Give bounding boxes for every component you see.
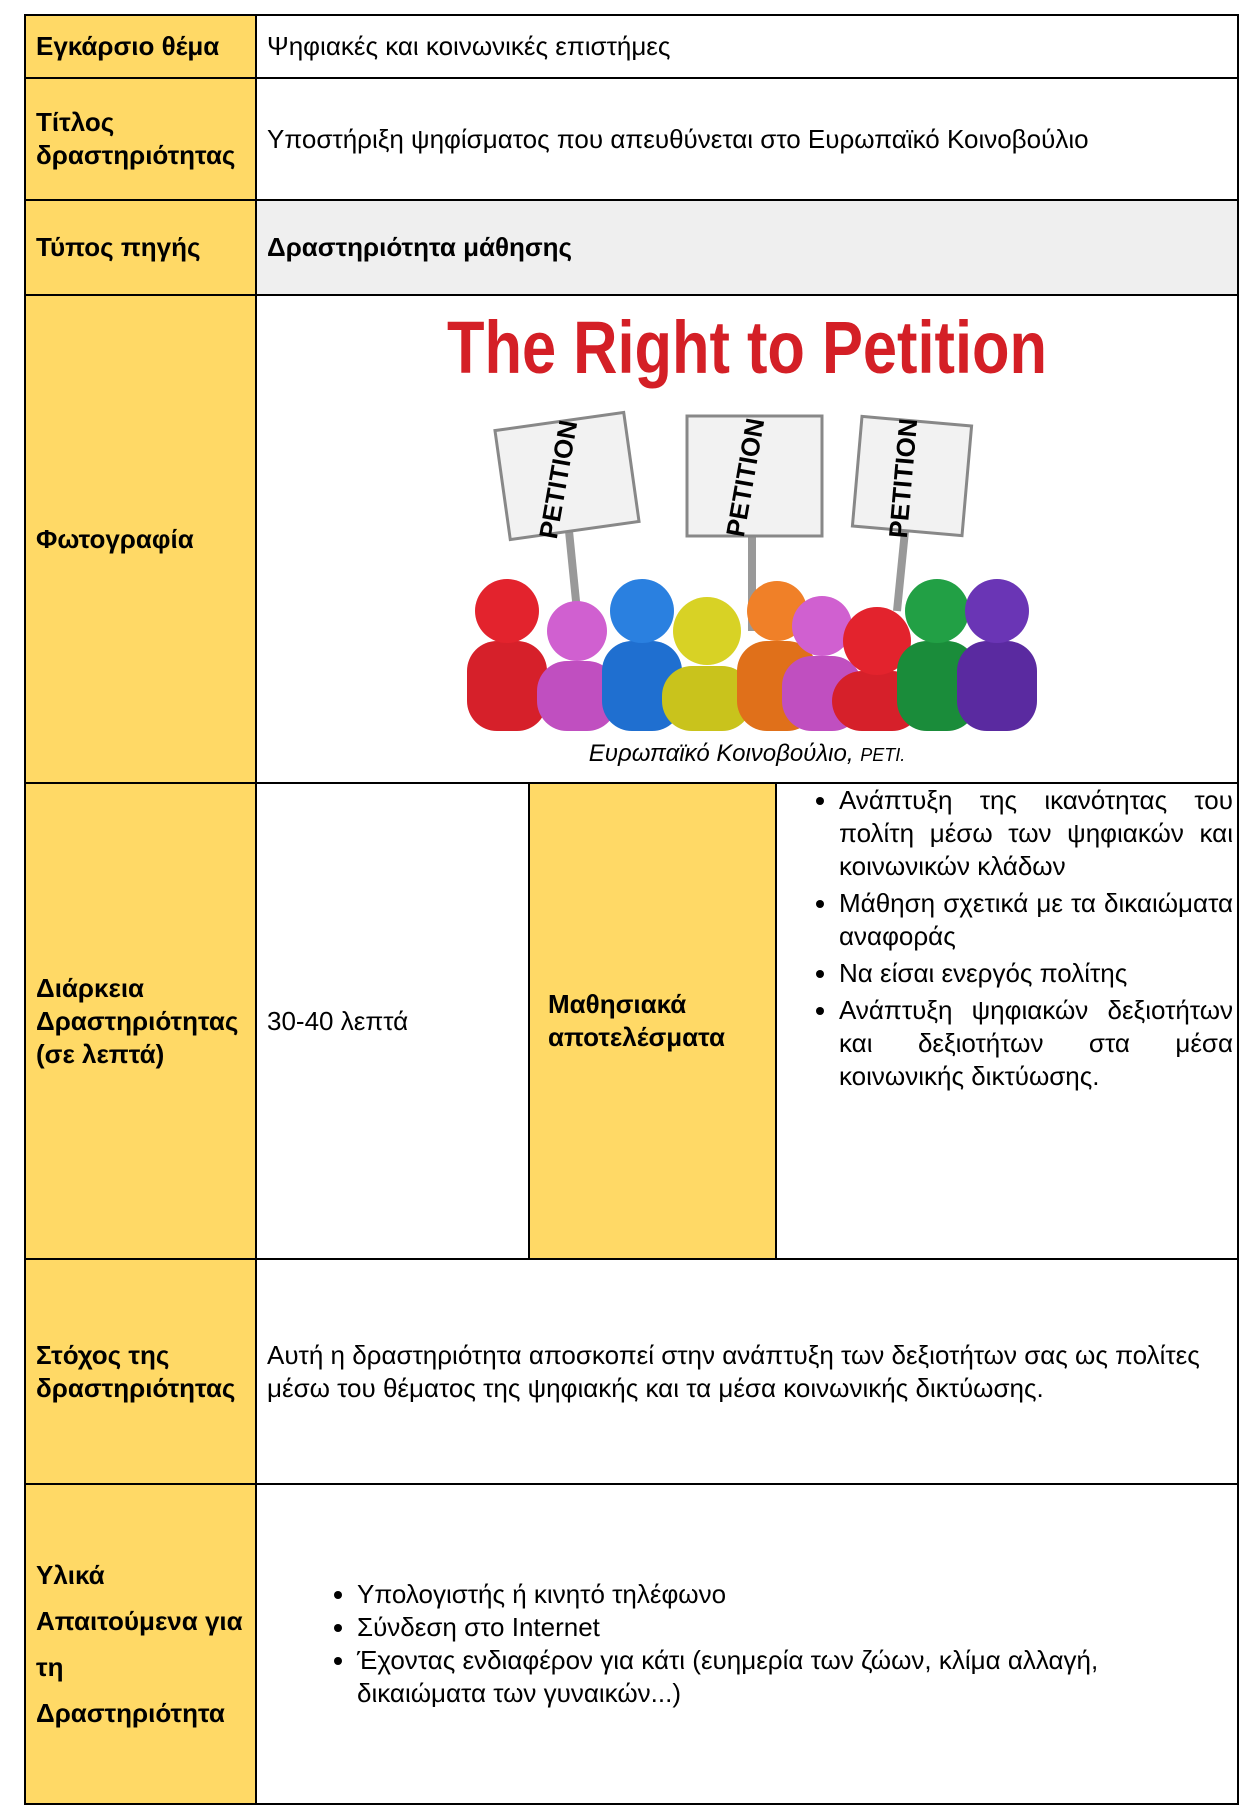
- list-item: Ανάπτυξη της ικανότητας του πολίτη μέσω …: [839, 785, 1233, 883]
- row: Στόχος της δραστηριότητας Αυτή η δραστηρ…: [24, 1258, 1239, 1485]
- row: Φωτογραφία The Right to Petition PETITIO…: [24, 294, 1239, 784]
- materials-cell: Υπολογιστής ή κινητό τηλέφωνο Σύνδεση στ…: [255, 1483, 1239, 1805]
- photo-cell: The Right to Petition PETITION PETITION …: [255, 294, 1239, 784]
- row: Εγκάρσιο θέμα Ψηφιακές και κοινωνικές επ…: [24, 14, 1239, 79]
- image-title: The Right to Petition: [447, 311, 1047, 389]
- caption: Ευρωπαϊκό Κοινοβούλιο, PETI.: [258, 737, 1236, 772]
- row: Υλικά Απαιτούμενα για τη Δραστηριότητα Υ…: [24, 1483, 1239, 1805]
- figures: [467, 578, 1037, 731]
- value: Αυτή η δραστηριότητα αποσκοπεί στην ανάπ…: [255, 1258, 1239, 1485]
- row: Τίτλος δραστηριότητας Υποστήριξη ψηφίσμα…: [24, 77, 1239, 201]
- value: Δραστηριότητα μάθησης: [255, 199, 1239, 296]
- label: Μαθησιακά αποτελέσματα: [528, 782, 777, 1260]
- label: Φωτογραφία: [24, 294, 257, 784]
- photo: The Right to Petition PETITION PETITION …: [447, 311, 1047, 731]
- list-item: Μάθηση σχετικά με τα δικαιώματα αναφοράς: [839, 887, 1233, 953]
- label: Στόχος της δραστηριότητας: [24, 1258, 257, 1485]
- list-item: Να είσαι ενεργός πολίτης: [839, 957, 1233, 990]
- list-item: Έχοντας ενδιαφέρον για κάτι (ευημερία τω…: [357, 1644, 1227, 1710]
- activity-table: Εγκάρσιο θέμα Ψηφιακές και κοινωνικές επ…: [24, 14, 1239, 1805]
- materials-list: Υπολογιστής ή κινητό τηλέφωνο Σύνδεση στ…: [267, 1578, 1227, 1710]
- value: Υποστήριξη ψηφίσματος που απευθύνεται στ…: [255, 77, 1239, 201]
- value: Ψηφιακές και κοινωνικές επιστήμες: [255, 14, 1239, 79]
- caption-code: PETI.: [860, 744, 906, 765]
- label: Εγκάρσιο θέμα: [24, 14, 257, 79]
- signs: PETITION PETITION PETITION: [493, 410, 974, 631]
- label: Υλικά Απαιτούμενα για τη Δραστηριότητα: [24, 1483, 257, 1805]
- label: Διάρκεια Δραστηριότητας (σε λεπτά): [24, 782, 257, 1260]
- label: Τύπος πηγής: [24, 199, 257, 296]
- outcomes-cell: Ανάπτυξη της ικανότητας του πολίτη μέσω …: [775, 782, 1239, 1260]
- label: Τίτλος δραστηριότητας: [24, 77, 257, 201]
- outcomes-list: Ανάπτυξη της ικανότητας του πολίτη μέσω …: [778, 785, 1236, 1093]
- list-item: Ανάπτυξη ψηφιακών δεξιοτήτων και δεξιοτή…: [839, 994, 1233, 1093]
- row: Διάρκεια Δραστηριότητας (σε λεπτά) 30-40…: [24, 782, 1239, 1260]
- caption-source: Ευρωπαϊκό Κοινοβούλιο,: [588, 739, 854, 767]
- list-item: Σύνδεση στο Internet: [357, 1611, 1227, 1644]
- row: Τύπος πηγής Δραστηριότητα μάθησης: [24, 199, 1239, 296]
- list-item: Υπολογιστής ή κινητό τηλέφωνο: [357, 1578, 1227, 1611]
- value: 30-40 λεπτά: [255, 782, 530, 1260]
